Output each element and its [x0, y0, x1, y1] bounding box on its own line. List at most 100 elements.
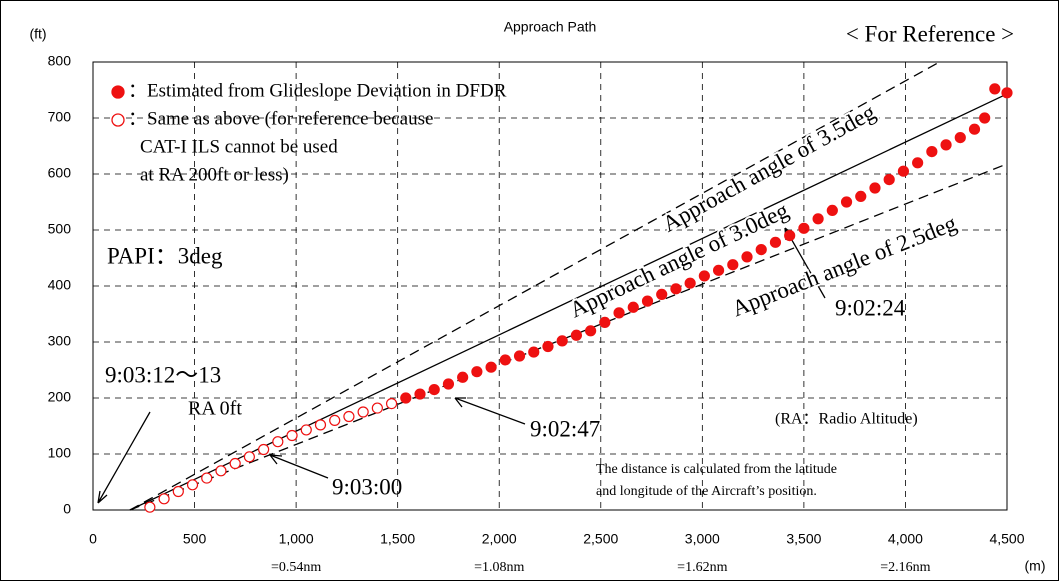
data-point [968, 123, 981, 135]
x-tick-label: 1,500 [380, 531, 415, 547]
y-tick-label: 300 [48, 333, 72, 349]
data-point [272, 436, 284, 448]
data-point [670, 283, 682, 295]
data-point [243, 451, 255, 463]
data-point [201, 472, 213, 484]
x-tick-label: 4,500 [989, 531, 1024, 547]
y-axis-label: (ft) [29, 26, 46, 42]
y-tick-label: 800 [48, 53, 72, 69]
data-point [385, 398, 398, 410]
data-point [556, 335, 568, 347]
y-tick-label: 200 [48, 389, 72, 405]
x-tick-label: 0 [89, 531, 97, 547]
data-point [954, 132, 966, 144]
x2-label: =1.62nm [677, 560, 727, 575]
legend-label: ：Estimated from Glideslope Deviation in … [128, 80, 507, 101]
data-point [784, 230, 796, 242]
data-point [485, 361, 497, 373]
x-tick-label: 3,500 [786, 531, 821, 547]
annotation: and longitude of the Aircraft’s position… [596, 484, 817, 499]
data-point [457, 371, 469, 383]
data-point [883, 174, 895, 186]
data-point [826, 204, 838, 216]
data-point [989, 83, 1001, 95]
data-point [1001, 87, 1013, 99]
x-tick-label: 2,500 [583, 531, 618, 547]
data-point [158, 493, 170, 505]
data-point [286, 429, 298, 442]
data-point [897, 165, 910, 177]
data-point [513, 350, 526, 362]
annotation: 9:03:12～13 [105, 362, 221, 387]
y-tick-label: 100 [48, 445, 72, 461]
data-point [371, 402, 383, 414]
data-point [869, 182, 881, 194]
y-tick-label: 500 [48, 221, 72, 237]
data-point [314, 419, 327, 431]
y-tick-label: 400 [48, 277, 72, 293]
data-point [542, 340, 554, 353]
x2-label: =0.54nm [271, 560, 321, 575]
data-point [627, 301, 639, 313]
data-point [471, 366, 483, 378]
legend-label: CAT-I ILS cannot be used [140, 136, 338, 157]
data-point [357, 406, 369, 418]
annotation: PAPI：3deg [107, 243, 223, 268]
data-point [499, 354, 511, 366]
data-point [613, 307, 625, 319]
data-point [528, 346, 540, 358]
data-point [698, 270, 710, 282]
data-point [912, 157, 924, 169]
legend-label: ：Same as above (for reference because [128, 108, 433, 129]
data-point [684, 277, 696, 289]
y-tick-label: 700 [48, 109, 72, 125]
data-point [940, 139, 952, 151]
subtitle: < For Reference > [846, 21, 1014, 46]
data-point [400, 392, 412, 404]
reference-line [129, 61, 940, 511]
annotation: The distance is calculated from the lati… [596, 462, 837, 477]
x-tick-label: 2,000 [482, 531, 517, 547]
legend-marker [111, 113, 125, 127]
data-point [641, 295, 654, 307]
annotation: RA 0ft [188, 398, 242, 420]
data-point [798, 222, 810, 234]
data-point [812, 213, 824, 225]
annotation: (RA：Radio Altitude) [775, 411, 918, 428]
x-tick-label: 4,000 [888, 531, 923, 547]
data-point [855, 190, 867, 202]
data-point [585, 325, 597, 337]
data-point [329, 414, 341, 426]
data-point [769, 236, 782, 248]
data-point [741, 251, 753, 263]
data-point [414, 388, 426, 400]
data-point [755, 244, 767, 256]
data-point [300, 424, 312, 436]
chart-title: Approach Path [504, 19, 597, 35]
legend-marker [111, 85, 125, 99]
data-point [186, 479, 199, 491]
legend-label: at RA 200ft or less) [140, 164, 289, 185]
data-point [712, 264, 725, 276]
data-point [144, 501, 156, 513]
data-point [215, 465, 227, 477]
x-tick-label: 3,000 [685, 531, 720, 547]
data-point [442, 378, 455, 390]
annotation: 9:02:47 [530, 416, 600, 441]
annotation: 9:03:00 [332, 474, 402, 499]
y-tick-label: 600 [48, 165, 72, 181]
annotation: 9:02:24 [835, 295, 906, 320]
x-tick-label: 1,000 [279, 531, 314, 547]
data-point [428, 384, 440, 396]
data-point [229, 457, 241, 470]
x-axis-label: (m) [1025, 558, 1046, 574]
data-point [343, 410, 355, 423]
data-point [258, 443, 270, 456]
data-point [656, 288, 668, 300]
y-tick-label: 0 [63, 501, 71, 517]
reference-line [129, 163, 1008, 511]
data-point [570, 329, 583, 341]
x2-label: =1.08nm [474, 560, 524, 575]
data-point [979, 112, 991, 124]
